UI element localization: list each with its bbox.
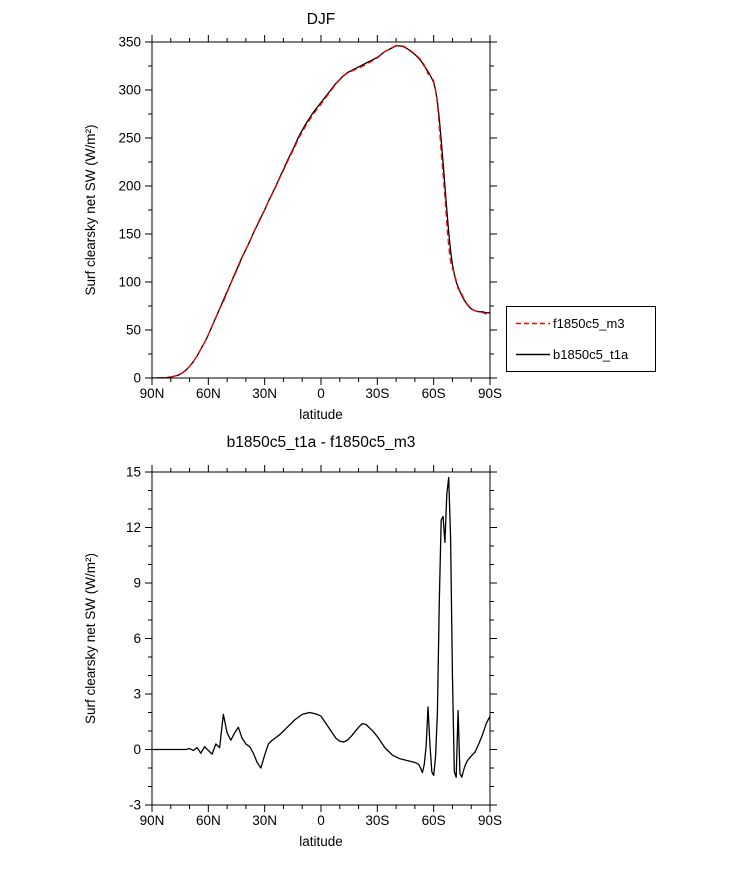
y-tick-label: 350 (118, 35, 141, 50)
series-line-f1850c5-m3 (152, 44, 490, 378)
y-axis-label: Surf clearsky net SW (W/m²) (83, 553, 98, 724)
series-line-b1850c5-t1a (152, 45, 490, 378)
y-tick-label: 12 (126, 520, 141, 535)
legend-entry-b1850c5-t1a: b1850c5_t1a (515, 347, 647, 362)
y-tick-label: 300 (118, 83, 141, 98)
black-solid-line-sample-icon (516, 353, 550, 356)
x-axis-label: latitude (299, 834, 343, 849)
y-tick-label: 9 (133, 576, 141, 591)
x-tick-label: 90N (140, 386, 165, 401)
y-tick-label: 200 (118, 179, 141, 194)
x-tick-label: 30N (252, 813, 277, 828)
x-tick-label: 0 (317, 386, 325, 401)
legend-label: f1850c5_m3 (553, 316, 625, 331)
y-axis-label: Surf clearsky net SW (W/m²) (83, 124, 98, 295)
y-tick-label: 6 (133, 631, 141, 646)
y-tick-label: 0 (133, 742, 141, 757)
plot-frame (151, 471, 491, 806)
top-chart: 90N 60N 30N 0 30S 60S 90S 0 50 100 150 200 250 300 350… (83, 11, 502, 422)
x-tick-label: 0 (317, 813, 325, 828)
legend-label: b1850c5_t1a (553, 347, 629, 362)
series-line-b1850c5-t1a-f1850c5-m3 (152, 476, 490, 778)
y-tick-label: -3 (129, 798, 141, 813)
y-tick-label: 3 (133, 687, 141, 702)
x-tick-label: 90S (478, 386, 502, 401)
x-tick-label: 60N (196, 813, 221, 828)
legend-entry-f1850c5-m3: f1850c5_m3 (515, 316, 647, 331)
y-tick-label: 15 (126, 465, 141, 480)
x-tick-label: 30N (252, 386, 277, 401)
y-tick-label: 100 (118, 275, 141, 290)
y-tick-label: 50 (126, 323, 141, 338)
plot-frame (151, 41, 491, 379)
y-tick-label: 0 (133, 371, 141, 386)
red-dashed-line-sample-icon (516, 322, 550, 325)
x-tick-label: 30S (365, 813, 389, 828)
legend: f1850c5_m3 b1850c5_t1a (506, 306, 656, 372)
x-tick-label: 90S (478, 813, 502, 828)
x-tick-label: 60S (422, 386, 446, 401)
x-tick-label: 60S (422, 813, 446, 828)
x-tick-label: 30S (365, 386, 389, 401)
bottom-chart: 90N 60N 30N 0 30S 60S 90S -3 0 3 6 9 12 15 b1850c5_t1a… (83, 434, 502, 849)
chart-title: b1850c5_t1a - f1850c5_m3 (227, 434, 416, 451)
x-tick-label: 90N (140, 813, 165, 828)
x-tick-label: 60N (196, 386, 221, 401)
y-tick-label: 250 (118, 131, 141, 146)
x-axis-label: latitude (299, 407, 343, 422)
chart-title: DJF (307, 11, 335, 28)
y-tick-label: 150 (118, 227, 141, 242)
